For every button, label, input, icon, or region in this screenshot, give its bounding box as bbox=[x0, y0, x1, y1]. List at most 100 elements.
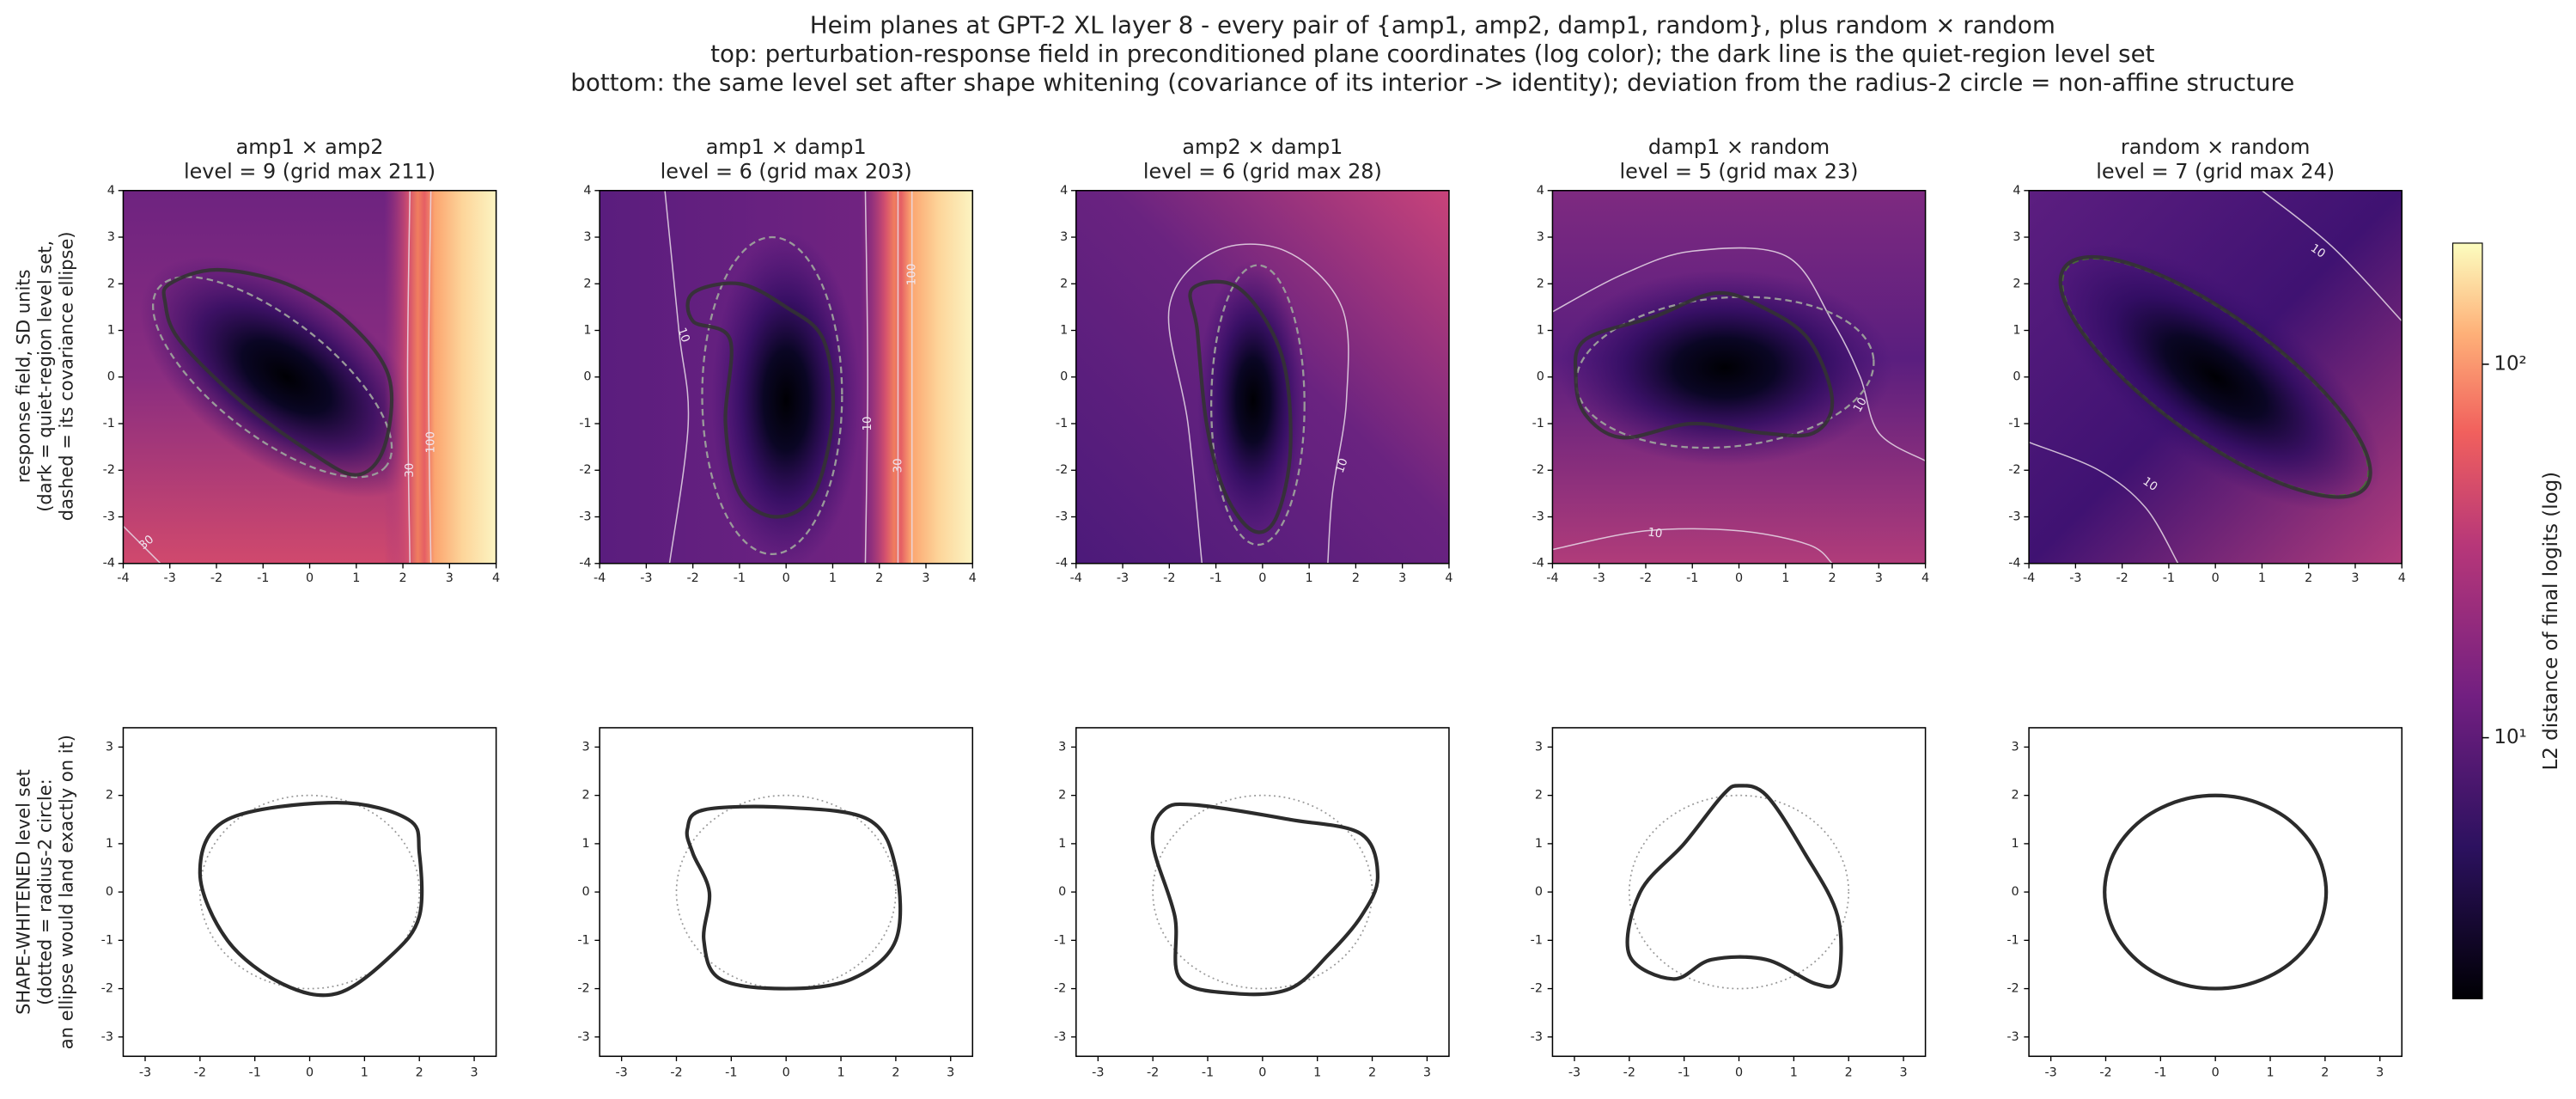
x-tick-label: -3 bbox=[1092, 1065, 1104, 1079]
x-tick-label: -3 bbox=[2069, 571, 2081, 585]
x-tick-label: -3 bbox=[1117, 571, 1129, 585]
suptitle: Heim planes at GPT-2 XL layer 8 - every … bbox=[810, 11, 2055, 40]
x-tick-label: 2 bbox=[1352, 571, 1360, 585]
reference-circle bbox=[1628, 794, 1850, 990]
y-axis-label: SHAPE-WHITENED level set bbox=[13, 769, 34, 1015]
contour-label: 30 bbox=[892, 458, 904, 473]
y-tick-label: 0 bbox=[583, 370, 591, 384]
suptitle: top: perturbation-response field in prec… bbox=[710, 40, 2155, 68]
y-tick-label: -3 bbox=[2008, 510, 2020, 524]
x-tick-label: -1 bbox=[257, 571, 269, 585]
response-contour bbox=[406, 190, 411, 564]
y-tick-label: -2 bbox=[103, 463, 115, 477]
x-tick-label: 1 bbox=[2258, 571, 2266, 585]
y-tick-label: 2 bbox=[1060, 277, 1068, 290]
contour-label: 10 bbox=[2141, 475, 2160, 494]
x-tick-label: -4 bbox=[1546, 571, 1558, 585]
contour-label: 10 bbox=[2308, 242, 2328, 261]
x-tick-label: 1 bbox=[837, 1065, 844, 1079]
y-tick-label: 1 bbox=[1537, 324, 1544, 338]
y-tick-label: -2 bbox=[2007, 982, 2019, 996]
x-tick-label: 1 bbox=[2266, 1065, 2274, 1079]
y-tick-label: 3 bbox=[2011, 740, 2019, 754]
y-tick-label: 3 bbox=[1535, 740, 1543, 754]
y-tick-label: 4 bbox=[1060, 184, 1068, 198]
x-tick-label: 3 bbox=[1398, 571, 1406, 585]
y-tick-label: 1 bbox=[1535, 837, 1543, 851]
y-tick-label: 1 bbox=[582, 837, 590, 851]
y-tick-label: -2 bbox=[1532, 463, 1544, 477]
y-tick-label: 2 bbox=[2011, 789, 2019, 803]
y-tick-label: -3 bbox=[1054, 1030, 1066, 1044]
y-tick-label: 2 bbox=[2013, 277, 2020, 290]
x-tick-label: 4 bbox=[1921, 571, 1929, 585]
y-axis-label: an ellipse would land exactly on it) bbox=[55, 735, 76, 1049]
x-tick-label: 2 bbox=[1368, 1065, 1376, 1079]
x-tick-label: 1 bbox=[1781, 571, 1789, 585]
quiet-level-set bbox=[2058, 254, 2372, 499]
y-tick-label: 0 bbox=[106, 885, 113, 899]
contour-label: 100 bbox=[906, 264, 919, 286]
quiet-level-set bbox=[1188, 279, 1293, 534]
y-tick-label: -2 bbox=[1531, 982, 1543, 996]
reference-circle bbox=[1152, 794, 1373, 990]
y-tick-label: 3 bbox=[1060, 230, 1068, 244]
y-tick-label: 3 bbox=[582, 740, 590, 754]
heatmap-ridge bbox=[861, 190, 973, 564]
contour-label: 10 bbox=[1851, 395, 1870, 414]
x-tick-label: 4 bbox=[2398, 571, 2406, 585]
x-tick-label: 3 bbox=[471, 1065, 478, 1079]
y-tick-label: 1 bbox=[583, 324, 591, 338]
x-tick-label: -3 bbox=[1593, 571, 1605, 585]
y-tick-label: -1 bbox=[579, 417, 591, 430]
x-tick-label: -3 bbox=[2044, 1065, 2056, 1079]
y-tick-label: -3 bbox=[579, 510, 591, 524]
axes-frame bbox=[122, 727, 497, 1058]
x-tick-label: 0 bbox=[783, 571, 790, 585]
x-tick-label: 1 bbox=[829, 571, 837, 585]
axes-frame bbox=[1075, 727, 1450, 1058]
x-tick-label: -3 bbox=[615, 1065, 627, 1079]
heatmap-minimum bbox=[2049, 243, 2382, 511]
x-tick-label: 1 bbox=[352, 571, 360, 585]
quiet-level-set bbox=[161, 267, 394, 477]
y-tick-label: 1 bbox=[2011, 837, 2019, 851]
panel-title: random × random bbox=[2121, 135, 2311, 159]
colorbar-tick-label: 10¹ bbox=[2494, 726, 2526, 748]
contour-label: 10 bbox=[1647, 526, 1663, 540]
y-tick-label: 2 bbox=[107, 277, 115, 290]
y-tick-label: -4 bbox=[103, 557, 115, 571]
x-tick-label: -2 bbox=[687, 571, 699, 585]
y-tick-label: -3 bbox=[2007, 1030, 2019, 1044]
x-tick-label: 0 bbox=[1258, 571, 1266, 585]
x-tick-label: -2 bbox=[194, 1065, 206, 1079]
x-tick-label: 3 bbox=[922, 571, 929, 585]
y-tick-label: -2 bbox=[2008, 463, 2020, 477]
y-axis-label: response field, SD units bbox=[13, 269, 34, 483]
y-tick-label: -3 bbox=[1532, 510, 1544, 524]
quiet-level-set bbox=[1573, 290, 1835, 440]
x-tick-label: 3 bbox=[1875, 571, 1883, 585]
x-tick-label: 3 bbox=[2351, 571, 2359, 585]
y-tick-label: -1 bbox=[2008, 417, 2020, 430]
heatmap: 10 10 bbox=[1552, 190, 1926, 564]
y-axis-label: dashed = its covariance ellipse) bbox=[55, 231, 76, 521]
response-contour bbox=[2029, 441, 2179, 564]
y-tick-label: -4 bbox=[1532, 557, 1544, 571]
heatmap-minimum bbox=[711, 232, 861, 564]
whitened-level-set bbox=[1625, 784, 1843, 989]
contour-label: 10 bbox=[862, 416, 874, 430]
y-tick-label: -1 bbox=[1531, 933, 1543, 947]
y-tick-label: 2 bbox=[1058, 789, 1066, 803]
quiet-level-set bbox=[685, 281, 836, 519]
panel-subtitle: level = 5 (grid max 23) bbox=[1620, 160, 1859, 184]
response-contour bbox=[1552, 247, 1926, 462]
panel-subtitle: level = 7 (grid max 24) bbox=[2096, 160, 2335, 184]
reference-circle bbox=[675, 794, 897, 990]
response-contour bbox=[1552, 528, 1833, 564]
x-tick-label: 0 bbox=[1735, 1065, 1743, 1079]
y-tick-label: 2 bbox=[1537, 277, 1544, 290]
covariance-ellipse bbox=[151, 276, 393, 479]
panel-title: amp1 × damp1 bbox=[706, 135, 867, 159]
